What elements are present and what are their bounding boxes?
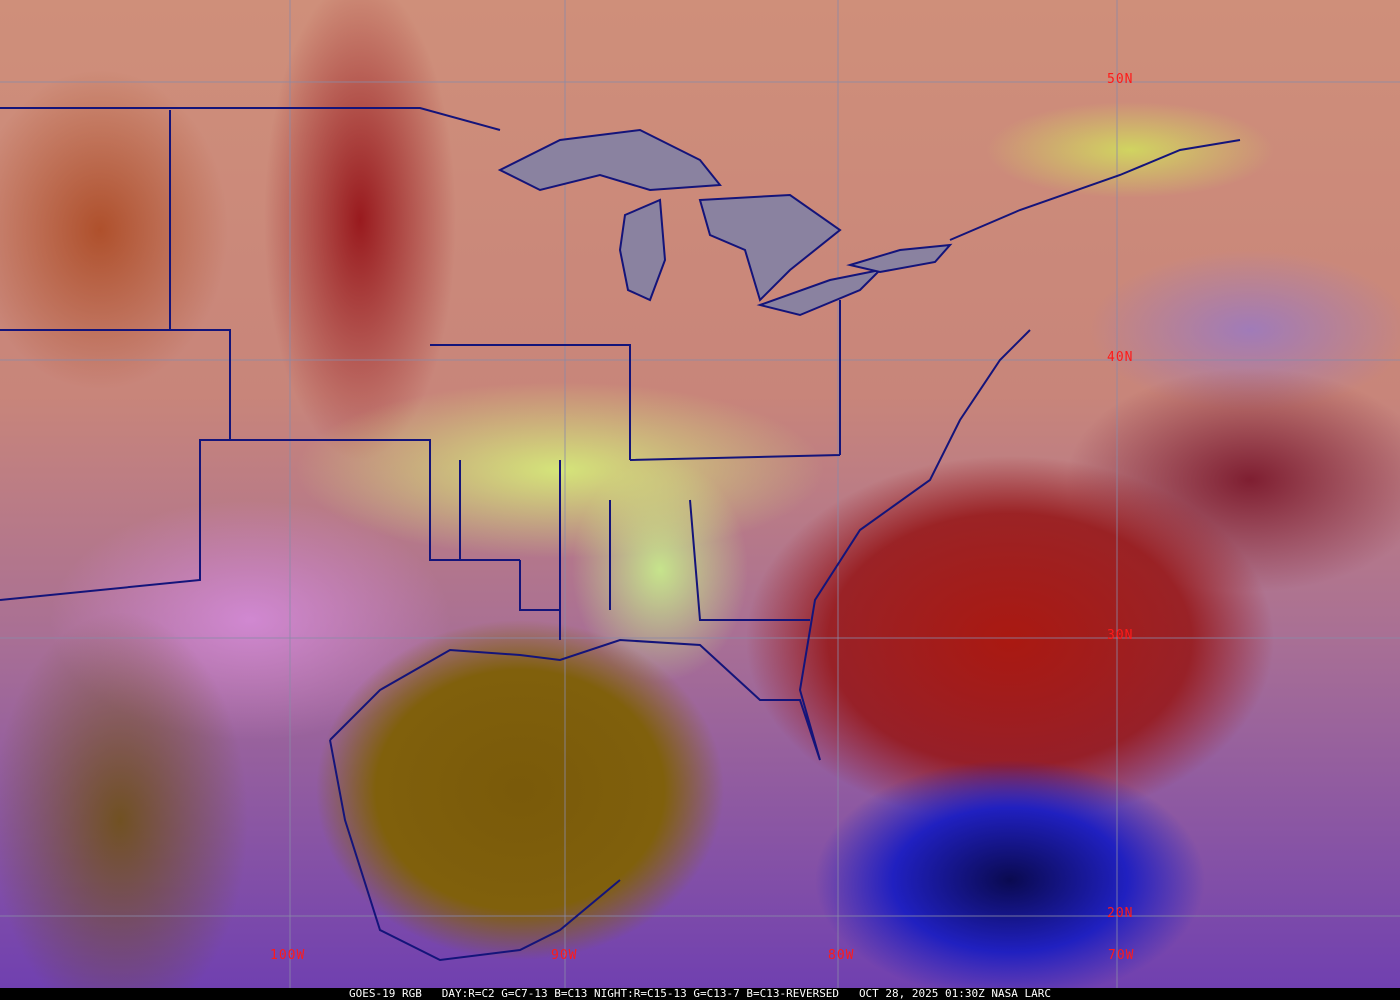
gulf-coast xyxy=(329,329,1031,761)
image-caption-bar: GOES-19 RGB DAY:R=C2 G=C7-13 B=C13 NIGHT… xyxy=(0,988,1400,1000)
lon-label-100w: 100W xyxy=(270,948,306,963)
lake-michigan xyxy=(618,198,667,302)
lat-label-40n: 40N xyxy=(1107,350,1134,365)
lake-huron xyxy=(698,193,842,302)
great-lakes xyxy=(497,128,953,317)
lat-label-50n: 50N xyxy=(1107,72,1134,87)
lon-label-90w: 90W xyxy=(551,948,578,963)
mexico-coast xyxy=(329,739,621,962)
lake-erie xyxy=(756,268,884,317)
lat-label-30n: 30N xyxy=(1107,628,1134,643)
caption-recipe: DAY:R=C2 G=C7-13 B=C13 NIGHT:R=C15-13 G=… xyxy=(441,987,840,1000)
lake-superior xyxy=(497,128,722,192)
lat-label-20n: 20N xyxy=(1107,906,1134,921)
state-lines xyxy=(0,110,841,640)
caption-product: GOES-19 RGB xyxy=(348,987,422,1000)
caption-timestamp: OCT 28, 2025 01:30Z xyxy=(858,987,985,1000)
us-canada-border xyxy=(0,107,1241,241)
lon-label-70w: 70W xyxy=(1108,948,1135,963)
lon-label-80w: 80W xyxy=(828,948,855,963)
borders xyxy=(0,107,1241,962)
lake-ontario xyxy=(846,243,953,274)
caption-credit: NASA LARC xyxy=(991,987,1052,1000)
